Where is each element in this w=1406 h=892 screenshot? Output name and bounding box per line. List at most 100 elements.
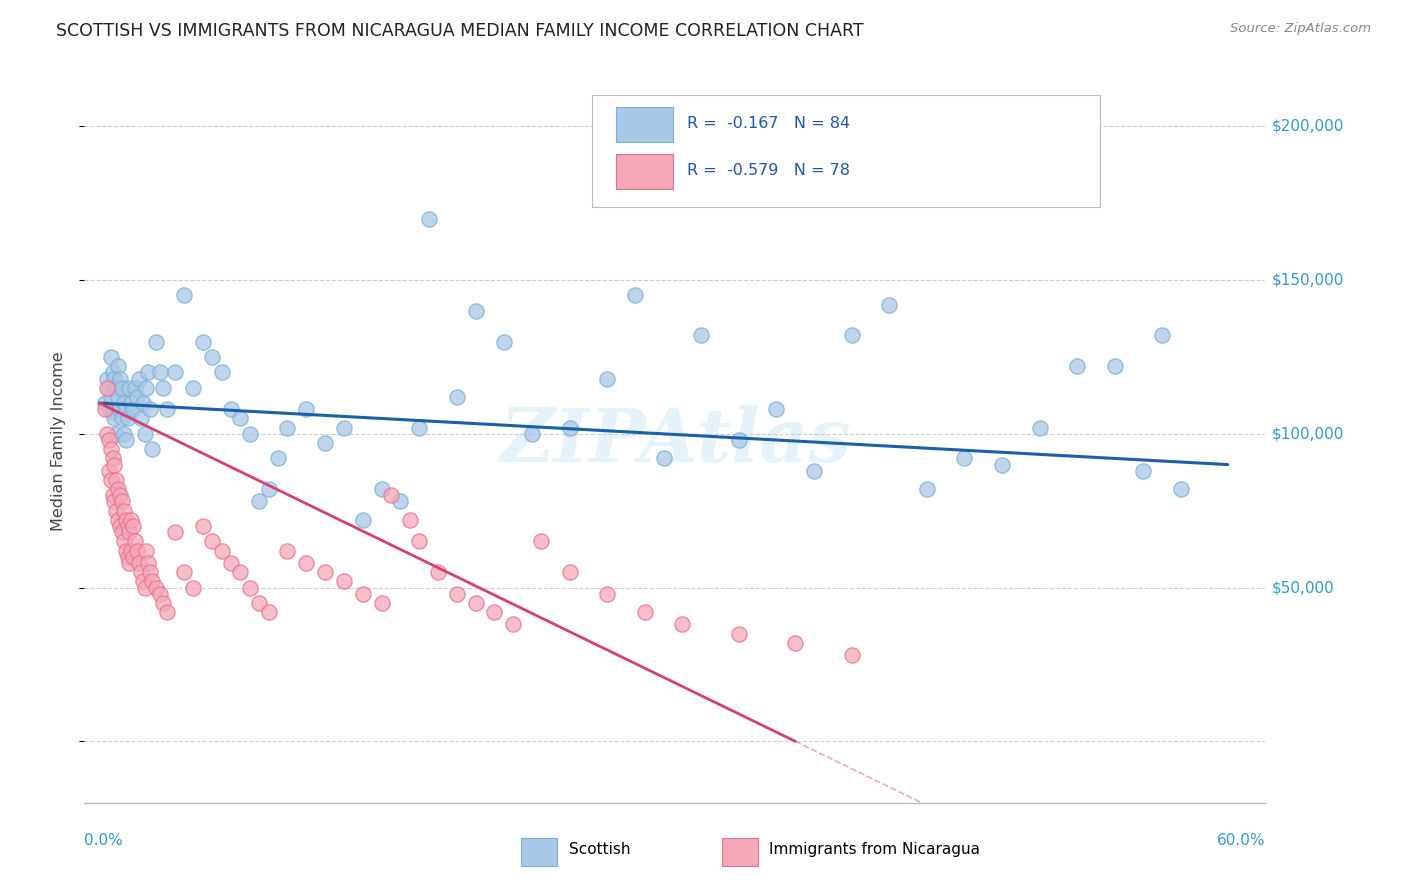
Point [112,396,135,410]
Point [352,513,374,527]
Point [107,482,129,496]
Y-axis label: Median Family Income: Median Family Income [51,351,66,532]
Text: ZIPAtlas: ZIPAtlas [499,405,851,478]
Point [105,504,128,518]
Point [97,381,120,395]
Point [446,390,468,404]
Point [114,513,136,527]
Point [128,371,150,385]
Point [520,426,543,441]
Point [173,288,195,302]
Point [1132,464,1154,478]
Point [191,519,214,533]
Point [139,565,162,579]
Point [117,411,139,425]
Point [183,381,205,395]
Point [117,519,139,533]
Point [156,402,179,417]
Point [418,211,440,226]
Point [114,543,136,558]
Point [229,411,252,425]
Text: Immigrants from Nicaragua: Immigrants from Nicaragua [769,842,980,857]
Point [380,488,402,502]
Point [727,433,749,447]
Point [596,371,619,385]
Point [841,648,863,663]
Point [464,304,486,318]
Point [333,574,356,589]
Point [727,626,749,640]
Point [370,482,392,496]
Point [129,565,152,579]
Point [1170,482,1192,496]
Point [125,390,148,404]
Point [991,458,1014,472]
Point [97,433,120,447]
Point [502,617,524,632]
Point [128,556,150,570]
Point [163,365,186,379]
Point [634,605,657,619]
Text: $200,000: $200,000 [1271,119,1344,134]
Point [877,298,900,312]
Point [108,402,131,417]
Text: $50,000: $50,000 [1271,580,1334,595]
Point [105,426,128,441]
Point [134,581,156,595]
Point [295,556,318,570]
Point [239,426,262,441]
Point [118,556,141,570]
FancyBboxPatch shape [592,95,1099,207]
Point [114,433,136,447]
Point [111,381,134,395]
Point [134,426,156,441]
Point [785,636,807,650]
Point [219,402,242,417]
Point [671,617,693,632]
Point [94,402,117,417]
Point [122,519,145,533]
Point [112,534,135,549]
Point [141,574,163,589]
Point [97,464,120,478]
Point [120,543,142,558]
Text: Source: ZipAtlas.com: Source: ZipAtlas.com [1230,22,1371,36]
Point [191,334,214,349]
Point [122,549,145,564]
Point [276,543,298,558]
Point [112,504,135,518]
Point [124,534,146,549]
Point [135,381,157,395]
Text: $100,000: $100,000 [1271,426,1344,442]
Point [492,334,515,349]
Point [464,596,486,610]
Point [107,513,129,527]
Point [247,494,270,508]
Point [257,605,280,619]
Point [152,596,174,610]
Point [295,402,318,417]
Point [101,451,124,466]
Point [211,543,233,558]
Point [173,565,195,579]
Point [276,420,298,434]
Point [141,442,163,457]
Point [131,396,153,410]
Point [389,494,412,508]
Point [247,596,270,610]
Point [129,411,152,425]
Point [558,565,581,579]
Point [114,402,136,417]
Point [690,328,713,343]
Point [163,525,186,540]
Bar [616,154,672,189]
Point [101,405,124,419]
Point [111,494,134,508]
Point [111,411,134,425]
Point [103,458,125,472]
Point [149,365,172,379]
Point [136,365,159,379]
Point [201,350,224,364]
Point [124,381,146,395]
Point [139,402,162,417]
